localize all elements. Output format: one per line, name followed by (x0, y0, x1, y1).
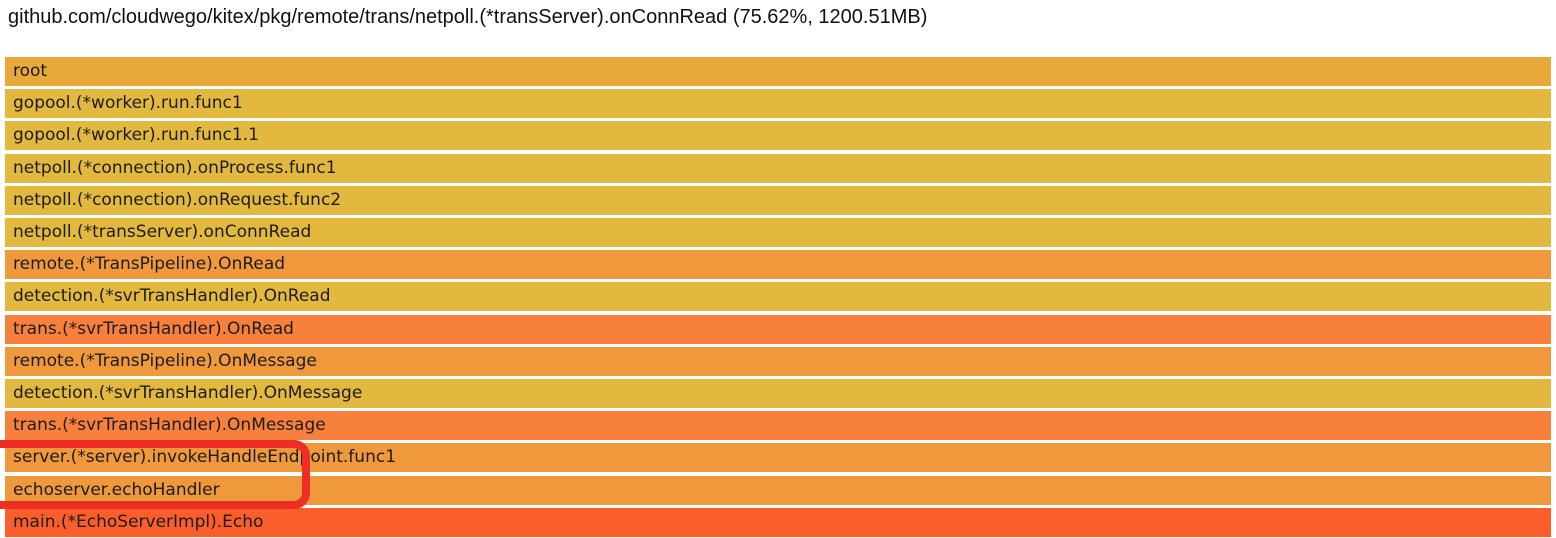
flame-frame[interactable]: server.(*server).invokeHandleEndpoint.fu… (5, 443, 1551, 472)
flame-frame-label: trans.(*svrTransHandler).OnRead (13, 319, 294, 339)
flame-frame[interactable]: gopool.(*worker).run.func1.1 (5, 121, 1551, 150)
flame-frame[interactable]: detection.(*svrTransHandler).OnMessage (5, 379, 1551, 408)
flame-frame[interactable]: remote.(*TransPipeline).OnRead (5, 250, 1551, 279)
flame-frame[interactable]: gopool.(*worker).run.func1 (5, 89, 1551, 118)
flame-frame-label: remote.(*TransPipeline).OnRead (13, 254, 286, 274)
flame-frame-label: echoserver.echoHandler (13, 480, 220, 500)
flame-frame[interactable]: main.(*EchoServerImpl).Echo (5, 508, 1551, 537)
flame-frame-label: trans.(*svrTransHandler).OnMessage (13, 415, 326, 435)
flame-frame[interactable]: detection.(*svrTransHandler).OnRead (5, 282, 1551, 311)
flame-frame[interactable]: netpoll.(*transServer).onConnRead (5, 218, 1551, 247)
flame-frame-label: netpoll.(*connection).onProcess.func1 (13, 158, 337, 178)
flame-frame-label: gopool.(*worker).run.func1 (13, 93, 243, 113)
flame-frame[interactable]: netpoll.(*connection).onRequest.func2 (5, 186, 1551, 215)
flame-frame-label: server.(*server).invokeHandleEndpoint.fu… (13, 447, 397, 467)
flame-frame[interactable]: root (5, 57, 1551, 86)
flame-frame-label: netpoll.(*connection).onRequest.func2 (13, 190, 342, 210)
flame-frame-label: detection.(*svrTransHandler).OnRead (13, 286, 331, 306)
flame-frame-label: main.(*EchoServerImpl).Echo (13, 512, 264, 532)
flame-frame[interactable]: remote.(*TransPipeline).OnMessage (5, 347, 1551, 376)
flame-frame-label: detection.(*svrTransHandler).OnMessage (13, 383, 363, 403)
flame-frame-label: netpoll.(*transServer).onConnRead (13, 222, 312, 242)
flame-frame[interactable]: trans.(*svrTransHandler).OnRead (5, 315, 1551, 344)
flame-frame-label: root (13, 61, 48, 81)
flamegraph-selected-frame-title: github.com/cloudwego/kitex/pkg/remote/tr… (8, 6, 928, 28)
flame-frame-label: gopool.(*worker).run.func1.1 (13, 125, 259, 145)
flame-frame[interactable]: trans.(*svrTransHandler).OnMessage (5, 411, 1551, 440)
flame-frame[interactable]: echoserver.echoHandler (5, 476, 1551, 505)
flame-frame[interactable]: netpoll.(*connection).onProcess.func1 (5, 154, 1551, 183)
flame-frame-label: remote.(*TransPipeline).OnMessage (13, 351, 317, 371)
